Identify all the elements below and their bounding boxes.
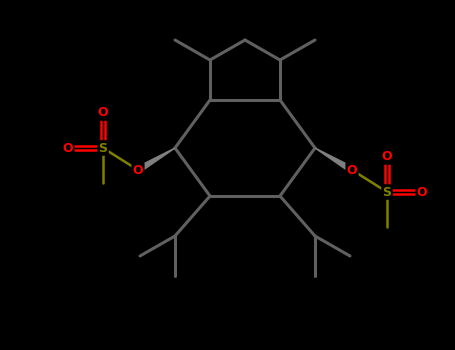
Text: O: O [133, 163, 143, 176]
Text: S: S [383, 186, 391, 198]
Text: O: O [382, 150, 392, 163]
Text: O: O [98, 106, 108, 119]
Polygon shape [315, 148, 354, 173]
Text: O: O [347, 163, 357, 176]
Text: O: O [63, 141, 73, 154]
Text: O: O [417, 186, 427, 198]
Polygon shape [136, 148, 175, 173]
Text: S: S [98, 141, 107, 154]
